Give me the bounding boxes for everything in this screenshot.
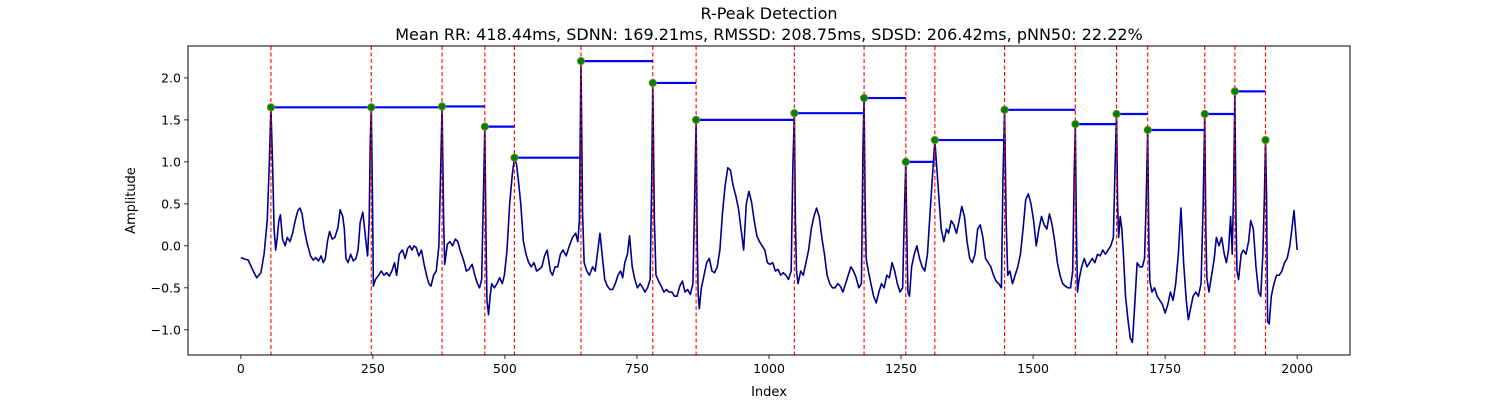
r-peak-marker	[1230, 87, 1239, 96]
y-axis-label: Amplitude	[124, 167, 139, 234]
chart-subtitle: Mean RR: 418.44ms, SDNN: 169.21ms, RMSSD…	[395, 25, 1143, 44]
x-tick-label: 2000	[1281, 361, 1313, 376]
r-peak-marker	[266, 103, 276, 112]
y-tick-label: 1.0	[161, 154, 181, 169]
r-peak-marker	[510, 153, 519, 162]
plot-frame	[187, 45, 1351, 356]
x-tick-label: 1000	[753, 361, 785, 376]
y-tick-label: 2.0	[161, 70, 181, 85]
x-axis: 0 250 500 750 1000 1250 1500 1750 2000	[237, 355, 1313, 376]
r-peak-marker	[901, 157, 910, 166]
x-tick-label: 1750	[1149, 361, 1181, 376]
y-tick-label: −1.0	[151, 322, 181, 337]
r-peak-marker	[1261, 135, 1270, 145]
r-peak-marker	[576, 57, 586, 66]
ecg-signal-line	[240, 60, 1298, 344]
r-peak-marker	[1200, 109, 1209, 119]
x-tick-label: 750	[625, 361, 649, 376]
r-peak-marker	[1000, 105, 1009, 114]
r-peak-marker	[437, 102, 447, 111]
plot-content	[240, 46, 1298, 355]
x-tick-label: 0	[237, 361, 245, 376]
x-tick-label: 1250	[885, 361, 917, 376]
r-peak-marker	[480, 122, 489, 131]
x-tick-label: 1500	[1017, 361, 1049, 376]
r-peak-marker	[648, 78, 657, 88]
y-tick-label: −0.5	[151, 280, 181, 295]
r-peak-marker	[692, 115, 701, 124]
r-peak-marker	[1071, 119, 1080, 129]
x-axis-label: Index	[751, 385, 787, 400]
r-peak-marker	[859, 93, 869, 103]
y-axis: −1.0 −0.5 0.0 0.5 1.0 1.5 2.0	[151, 70, 188, 337]
x-tick-label: 250	[361, 361, 385, 376]
r-peak-marker	[1112, 109, 1121, 119]
y-tick-label: 1.5	[161, 112, 181, 127]
r-peak-marker	[1143, 125, 1152, 135]
chart-title: R-Peak Detection	[700, 4, 837, 23]
y-tick-label: 0.5	[161, 196, 181, 211]
r-peak-marker	[367, 103, 376, 112]
x-tick-label: 500	[493, 361, 517, 376]
r-peak-marker	[790, 109, 799, 118]
y-tick-label: 0.0	[161, 238, 181, 253]
r-peak-marker	[930, 135, 939, 145]
